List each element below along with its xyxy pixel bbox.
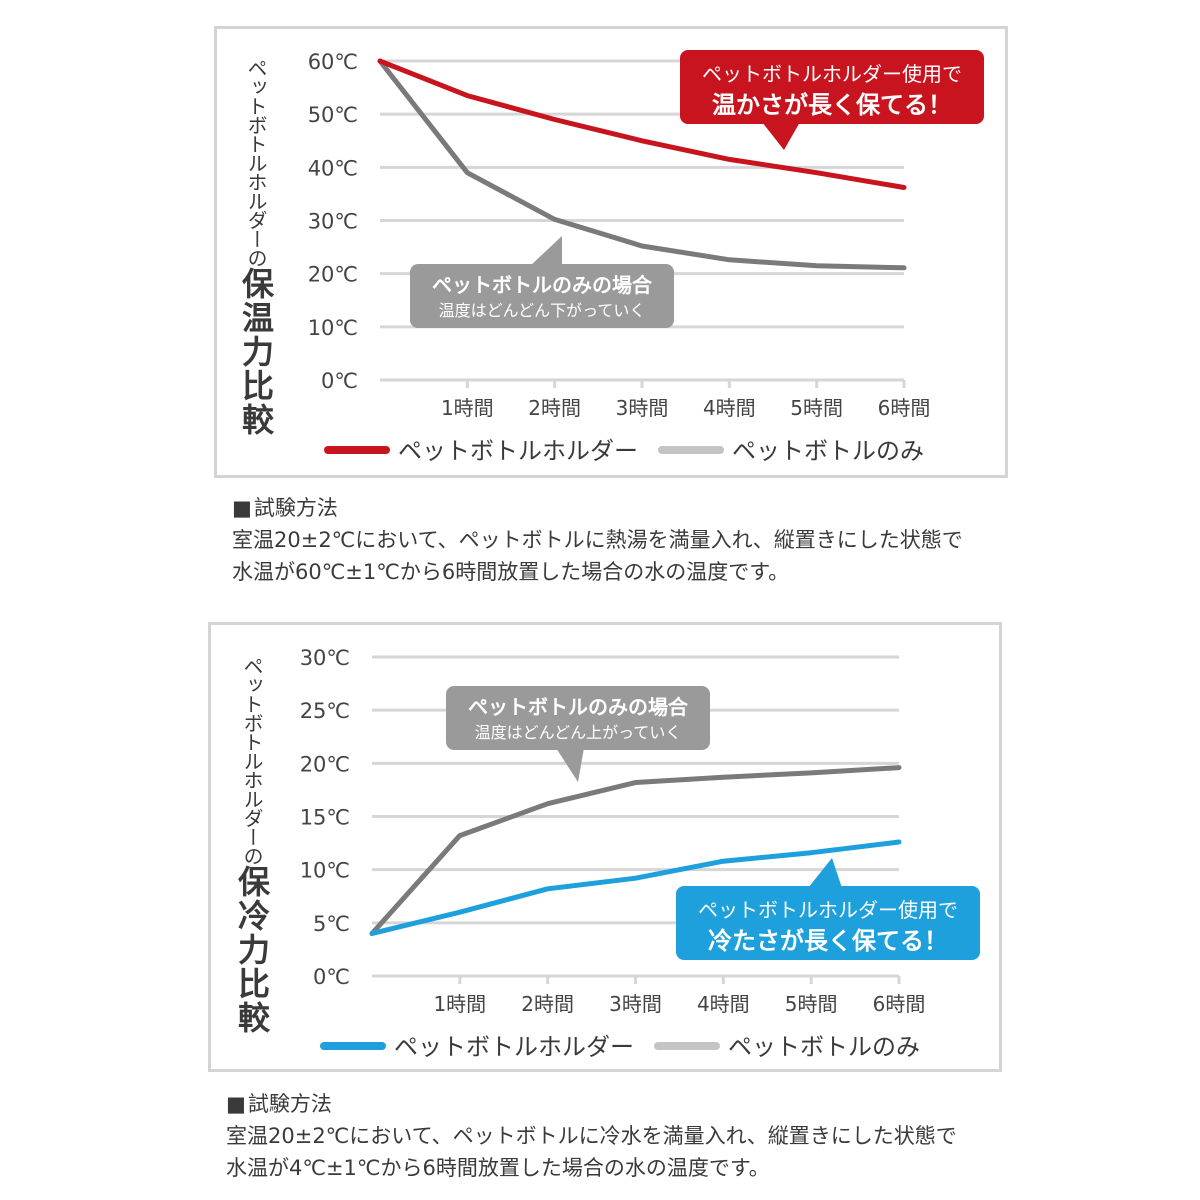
heat-legend-bottle-label: ペットボトルのみ <box>732 437 924 465</box>
cold-x-tick-label: 6時間 <box>873 992 926 1016</box>
heat-test-method-line-1: 室温20±2℃において、ペットボトルに熱湯を満量入れ、縦置きにした状態で <box>232 528 963 552</box>
heat-y-tick-label: 30℃ <box>308 210 358 234</box>
cold-y-tick-label: 20℃ <box>300 752 350 776</box>
heat-chart-y-label-big: 保温力比較 <box>237 267 275 437</box>
heat-holder-callout-line-1: ペットボトルホルダー使用で <box>702 62 962 86</box>
heat-bottle-callout-line-2: 温度はどんどん下がっていく <box>439 301 646 320</box>
cold-bottle-callout-line-2: 温度はどんどん上がっていく <box>475 723 682 742</box>
heat-legend-holder-label: ペットボトルホルダー <box>398 437 638 465</box>
cold-bottle-callout-tail <box>556 748 584 782</box>
heat-x-tick-label: 2時間 <box>528 396 581 420</box>
heat-bottle-callout-line-1: ペットボトルのみの場合 <box>432 273 653 297</box>
heat-y-tick-label: 10℃ <box>308 316 358 340</box>
cold-bottle-only-series-line <box>369 765 902 936</box>
cold-legend-bottle-label: ペットボトルのみ <box>728 1033 920 1061</box>
cold-chart-y-axis-label: ペットボトルホルダーの保冷力比較 <box>233 656 271 1035</box>
heat-chart-y-axis-label: ペットボトルホルダーの保温力比較 <box>237 58 275 437</box>
heat-x-tick-label: 5時間 <box>790 396 843 420</box>
cold-holder-callout-box <box>676 886 980 960</box>
cold-test-method-title: 試験方法 <box>226 1088 957 1120</box>
cold-test-method-line-2: 水温が4℃±1℃から6時間放置した場合の水の温度です。 <box>226 1156 770 1180</box>
cold-holder-callout-line-2: 冷たさが長く保てる！ <box>708 927 948 955</box>
heat-chart-y-label-small: ペットボトルホルダーの <box>244 58 268 267</box>
cold-x-tick-label: 3時間 <box>609 992 662 1016</box>
heat-y-tick-label: 50℃ <box>308 103 358 127</box>
heat-bottle-callout-tail <box>530 236 562 266</box>
cold-y-tick-label: 15℃ <box>300 806 350 830</box>
heat-x-tick-label: 6時間 <box>878 396 931 420</box>
heat-holder-callout-line-2: 温かさが長く保てる！ <box>712 91 952 119</box>
heat-holder-callout-tail <box>762 122 800 150</box>
heat-y-tick-label: 20℃ <box>308 263 358 287</box>
cold-y-tick-label: 0℃ <box>313 965 350 989</box>
heat-bottle-only-series-line <box>377 58 907 271</box>
cold-test-method-line-1: 室温20±2℃において、ペットボトルに冷水を満量入れ、縦置きにした状態で <box>226 1124 957 1148</box>
cold-bottle-callout-line-1: ペットボトルのみの場合 <box>468 695 689 719</box>
cold-y-tick-label: 10℃ <box>300 859 350 883</box>
heat-x-tick-label: 1時間 <box>441 396 494 420</box>
heat-test-method-title: 試験方法 <box>232 492 963 524</box>
heat-bottle-callout-box <box>410 264 674 328</box>
heat-x-tick-label: 3時間 <box>616 396 669 420</box>
cold-chart-y-label-small: ペットボトルホルダーの <box>240 656 264 865</box>
heat-x-tick-label: 4時間 <box>703 396 756 420</box>
heat-y-tick-label: 0℃ <box>321 369 358 393</box>
heat-y-tick-label: 60℃ <box>308 50 358 74</box>
cold-x-tick-label: 4時間 <box>697 992 750 1016</box>
cold-bottle-callout-box <box>446 686 710 750</box>
cold-y-tick-label: 25℃ <box>300 699 350 723</box>
heat-y-tick-label: 40℃ <box>308 156 358 180</box>
heat-test-method: 試験方法 室温20±2℃において、ペットボトルに熱湯を満量入れ、縦置きにした状態… <box>232 492 963 588</box>
cold-holder-series-line <box>369 839 902 936</box>
cold-y-tick-label: 30℃ <box>300 646 350 670</box>
cold-legend-holder-label: ペットボトルホルダー <box>394 1033 634 1061</box>
cold-holder-callout-line-1: ペットボトルホルダー使用で <box>698 898 958 922</box>
cold-x-tick-label: 5時間 <box>785 992 838 1016</box>
heat-holder-callout-box <box>680 50 984 124</box>
cold-x-tick-label: 1時間 <box>433 992 486 1016</box>
cold-chart-y-label-big: 保冷力比較 <box>233 865 271 1035</box>
cold-holder-callout-tail <box>808 858 842 888</box>
cold-test-method: 試験方法 室温20±2℃において、ペットボトルに冷水を満量入れ、縦置きにした状態… <box>226 1088 957 1184</box>
cold-y-tick-label: 5℃ <box>313 912 350 936</box>
cold-x-tick-label: 2時間 <box>521 992 574 1016</box>
heat-test-method-line-2: 水温が60℃±1℃から6時間放置した場合の水の温度です。 <box>232 560 790 584</box>
heat-holder-series-line <box>377 58 907 190</box>
